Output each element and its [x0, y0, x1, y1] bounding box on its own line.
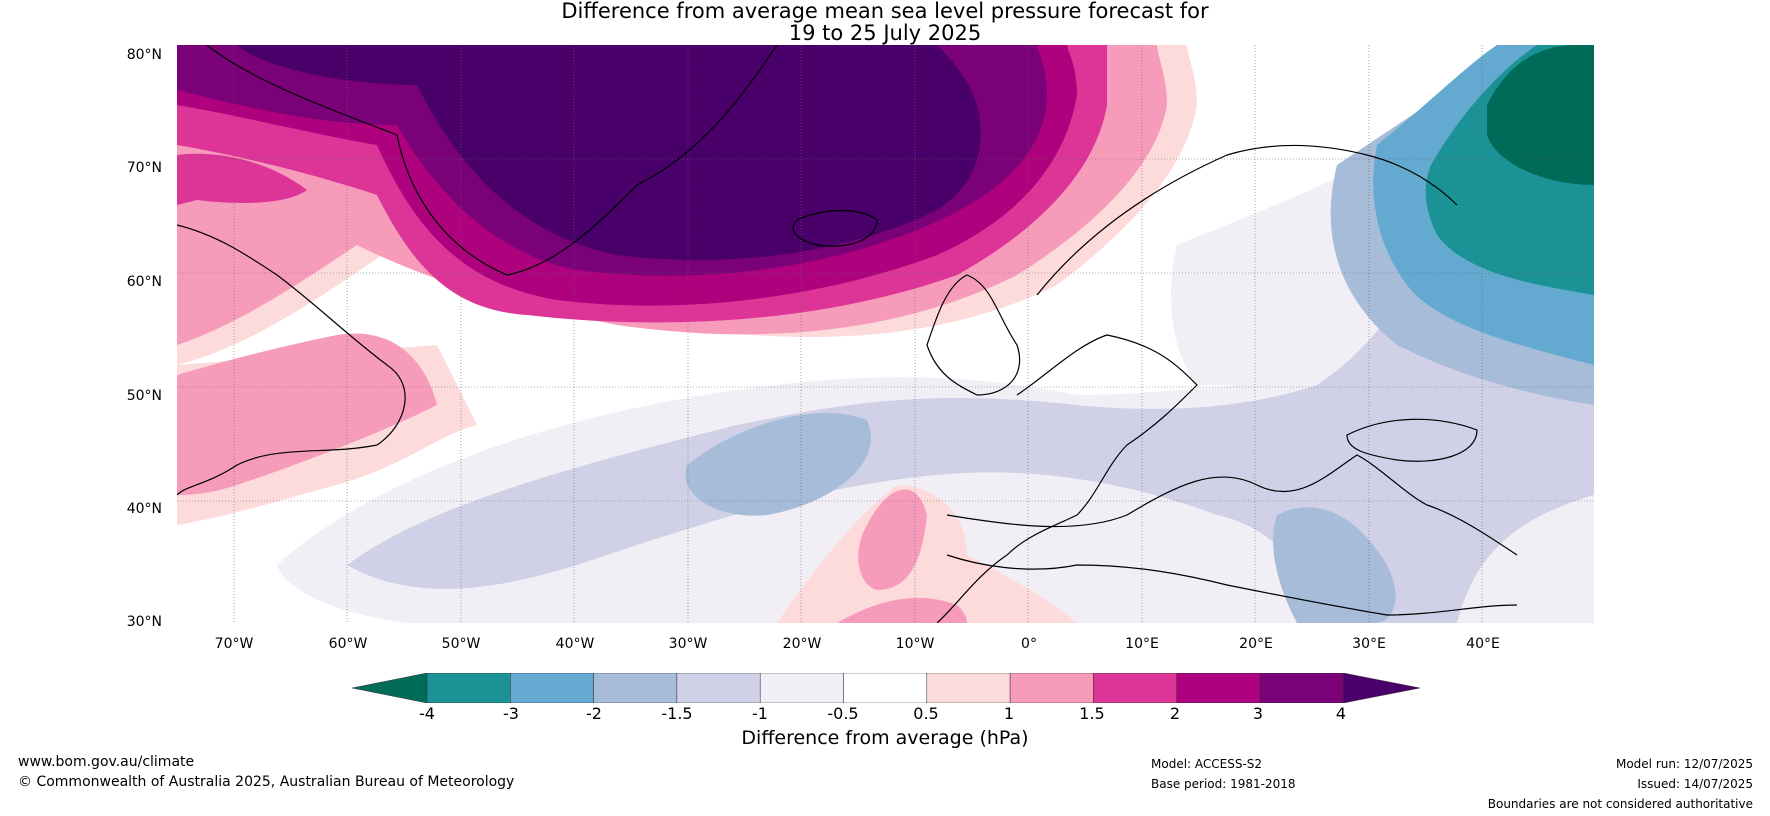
anomaly-band-pos1-morocco	[837, 597, 967, 623]
anomaly-band-pos05-iberia	[777, 485, 1077, 623]
colorbar-tick-pos4: 4	[1335, 704, 1347, 723]
colorbar-tick-neg1: -1	[752, 704, 768, 723]
colorbar	[351, 672, 1421, 704]
colorbar-segment	[926, 672, 1011, 704]
graticule	[177, 45, 1594, 623]
colorbar-segment	[843, 672, 928, 704]
europe-coast	[936, 334, 1198, 623]
anomaly-band-pos1-sw	[177, 333, 437, 495]
map-title-line2: 19 to 25 July 2025	[788, 21, 982, 45]
footer-disclaimer: Boundaries are not considered authoritat…	[1487, 797, 1753, 811]
lon-label-60w: 60°W	[328, 636, 368, 652]
colorbar-segment	[593, 672, 678, 704]
anomaly-band-pos1-iberia	[858, 489, 927, 590]
lon-label-50w: 50°W	[441, 636, 481, 652]
footer-base-period: Base period: 1981-2018	[1151, 777, 1296, 791]
footer-copyright: © Commonwealth of Australia 2025, Austra…	[18, 774, 515, 790]
colorbar-segment	[1093, 672, 1177, 704]
colorbar-segment	[1176, 672, 1261, 704]
anomaly-band-pos15-west	[177, 153, 307, 205]
lon-label-20w: 20°W	[782, 636, 822, 652]
colorbar-extend-high	[1343, 672, 1421, 704]
coastlines	[177, 45, 1518, 623]
lon-label-30e: 30°E	[1352, 636, 1386, 652]
lat-label-70n: 70°N	[126, 160, 162, 176]
map-title-line1: Difference from average mean sea level p…	[561, 0, 1209, 23]
lon-label-40w: 40°W	[555, 636, 595, 652]
footer-model: Model: ACCESS-S2	[1151, 757, 1263, 771]
anomaly-band-pos4	[237, 45, 981, 260]
colorbar-tick-neg2: -2	[586, 704, 602, 723]
north-america-coast	[177, 224, 406, 496]
lat-label-80n: 80°N	[126, 47, 162, 63]
colorbar-tick-neg15: -1.5	[661, 704, 693, 723]
lat-label-50n: 50°N	[126, 388, 162, 404]
colorbar-segment	[676, 672, 761, 704]
scandinavia-coast	[1036, 144, 1458, 296]
lon-label-0: 0°	[1021, 636, 1037, 652]
pressure-anomaly-map	[177, 45, 1594, 623]
lon-label-30w: 30°W	[668, 636, 708, 652]
colorbar-tick-pos2: 2	[1169, 704, 1181, 723]
lon-label-10w: 10°W	[895, 636, 935, 652]
black-sea-coast	[1346, 418, 1478, 462]
colorbar-title: Difference from average (hPa)	[741, 727, 1029, 749]
lat-label-30n: 30°N	[126, 614, 162, 630]
lat-label-60n: 60°N	[126, 274, 162, 290]
anomaly-band-neg4	[1487, 45, 1594, 185]
colorbar-tick-pos05: 0.5	[913, 704, 939, 723]
mediterranean-coast	[946, 454, 1518, 556]
british-isles-coast	[926, 274, 1021, 396]
footer-model-run: Model run: 12/07/2025	[1615, 757, 1753, 771]
colorbar-tick-pos3: 3	[1252, 704, 1264, 723]
colorbar-tick-neg05: -0.5	[827, 704, 859, 723]
colorbar-tick-pos1: 1	[1003, 704, 1015, 723]
footer-website[interactable]: www.bom.gov.au/climate	[18, 754, 195, 770]
lon-label-20e: 20°E	[1239, 636, 1273, 652]
colorbar-tick-neg4: -4	[419, 704, 435, 723]
colorbar-segment	[1259, 672, 1344, 704]
colorbar-segment	[1009, 672, 1094, 704]
colorbar-segment	[759, 672, 844, 704]
lon-label-70w: 70°W	[214, 636, 254, 652]
colorbar-segment	[426, 672, 511, 704]
colorbar-tick-neg3: -3	[503, 704, 519, 723]
anomaly-band-neg1	[347, 45, 1594, 623]
greenland-coast	[206, 45, 778, 276]
africa-coast	[946, 554, 1518, 616]
colorbar-extend-low	[351, 672, 428, 704]
colorbar-tick-pos15: 1.5	[1079, 704, 1105, 723]
lon-label-40e: 40°E	[1466, 636, 1500, 652]
iceland-coast	[792, 210, 878, 247]
lon-label-10e: 10°E	[1125, 636, 1159, 652]
anomaly-band-neg15	[685, 412, 871, 516]
colorbar-segment	[510, 672, 594, 704]
lat-label-40n: 40°N	[126, 501, 162, 517]
anomaly-band-neg15-greece	[1273, 507, 1396, 623]
footer-issued: Issued: 14/07/2025	[1637, 777, 1753, 791]
